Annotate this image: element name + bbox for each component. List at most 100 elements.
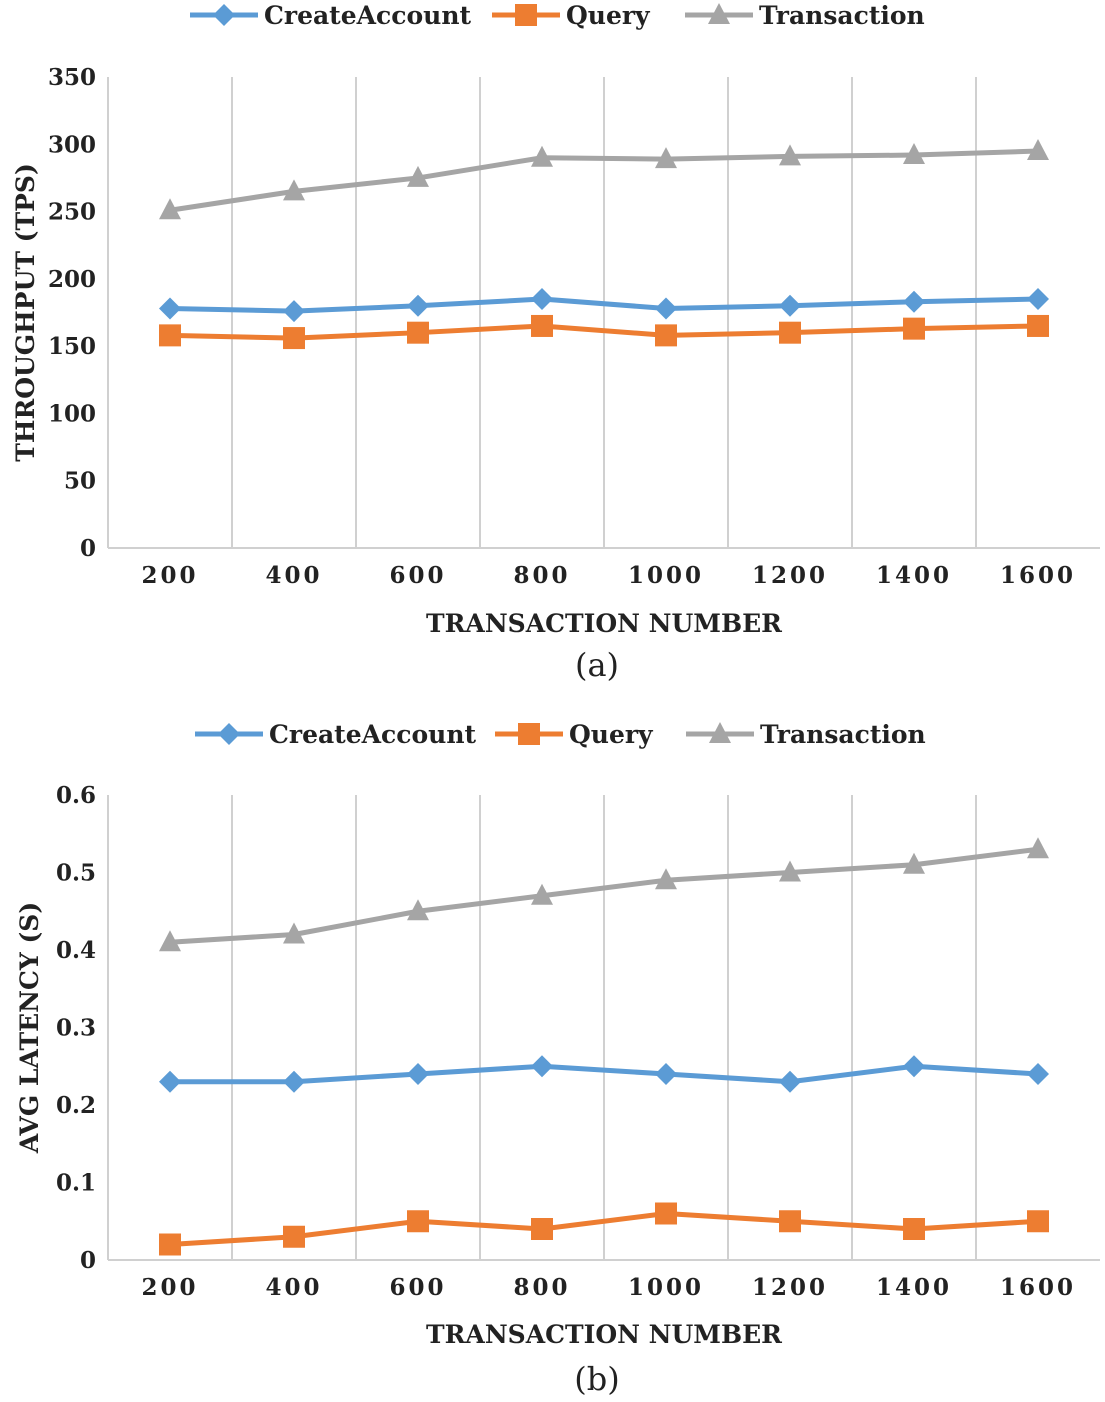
series-line [169,296,1039,314]
data-point [283,300,305,323]
y-tick-label: 0.3 [56,1015,96,1042]
series-query [159,314,1049,350]
data-point [1027,314,1049,337]
data-point [159,1233,181,1256]
legend-entry: CreateAccount [195,720,476,749]
data-point [779,1070,801,1093]
data-point [531,314,553,337]
series-query [159,1202,1049,1256]
data-point [655,324,677,347]
y-axis-title: AVG LATENCY (S) [15,902,44,1154]
legend-marker [515,4,537,26]
latency-chart: 0 0.1 0.2 0.3 0.4 0.5 0.6 200 400 600 800 1000 1200 1… [15,720,1100,1398]
x-tick-label: 1000 [628,562,704,589]
legend-marker [709,722,731,743]
x-tick-label: 1400 [876,562,952,589]
legend-label: Transaction [760,720,926,749]
x-axis-title: TRANSACTION NUMBER [426,1320,782,1349]
data-point [903,1218,925,1240]
data-point [1027,1210,1049,1233]
data-point [159,930,181,952]
legend-label: Transaction [759,1,925,30]
data-point [159,198,181,220]
data-point [903,317,925,340]
x-tick-label: 1400 [876,1274,952,1301]
legend-label: CreateAccount [269,720,476,749]
legend-entry: CreateAccount [190,1,471,30]
legend-marker [213,4,235,26]
series-transaction [159,837,1049,952]
legend-label: CreateAccount [264,1,471,30]
y-tick-label: 0.2 [56,1092,96,1119]
x-tick-label: 200 [141,562,198,589]
data-point [407,165,429,187]
series-line [169,323,1039,341]
data-point [903,852,925,874]
x-tick-label: 400 [265,562,322,589]
x-tick-label: 1000 [628,1274,704,1301]
legend-marker [708,3,730,24]
y-axis-title: THROUGHPUT (TPS) [11,163,40,462]
y-tick-label: 0.6 [56,782,96,809]
series-line [169,148,1039,213]
data-point [407,294,429,317]
data-point [779,321,801,344]
x-tick-label: 400 [265,1274,322,1301]
x-tick-label: 1600 [1000,1274,1076,1301]
data-point [531,145,553,167]
series-line [169,846,1039,945]
data-point [407,321,429,344]
data-point [283,1070,305,1093]
x-tick-label: 1200 [752,1274,828,1301]
x-axis-title: TRANSACTION NUMBER [426,609,782,638]
x-tick-label: 800 [513,562,570,589]
series-line [169,1211,1039,1247]
legend-entry: Transaction [685,1,925,30]
data-point [903,1055,925,1078]
x-tick-label: 600 [389,562,446,589]
data-point [159,324,181,347]
data-point [283,1225,305,1248]
legend-entry: Query [495,720,654,749]
data-point [655,147,677,169]
data-point [903,143,925,165]
legend-entry: Query [492,1,651,30]
legend-marker [518,723,540,745]
series-line [170,1063,1039,1085]
y-tick-label: 0.1 [56,1170,96,1197]
data-point [159,1070,181,1093]
y-tick-label: 250 [48,199,96,226]
x-tick-label: 800 [513,1274,570,1301]
y-tick-label: 0 [80,535,96,562]
y-tick-label: 100 [48,400,96,427]
y-tick-label: 200 [48,266,96,293]
legend-label: Query [569,720,654,749]
figure-caption: (a) [575,646,619,684]
data-point [407,1063,429,1085]
data-point [283,179,305,201]
y-tick-label: 0.4 [56,937,96,964]
y-tick-label: 350 [48,64,96,91]
throughput-chart: 0 50 100 150 200 250 300 350 200 400 600 800 1000 120… [11,1,1100,684]
data-point [1027,288,1049,311]
data-point [655,1202,677,1225]
series-createaccount [159,1055,1049,1093]
data-point [779,860,801,882]
data-point [159,297,181,320]
x-tick-label: 200 [141,1274,198,1301]
data-point [655,1063,677,1085]
data-point [1027,1063,1049,1085]
figure-caption: (b) [574,1360,619,1398]
data-point [1027,837,1049,859]
data-point [779,294,801,317]
data-point [531,1218,553,1240]
x-tick-label: 1600 [1000,562,1076,589]
x-tick-label: 600 [389,1274,446,1301]
data-point [1027,139,1049,161]
data-point [655,297,677,320]
y-tick-label: 0.5 [56,860,96,887]
data-point [531,883,553,905]
data-point [283,327,305,350]
y-tick-label: 300 [48,131,96,158]
